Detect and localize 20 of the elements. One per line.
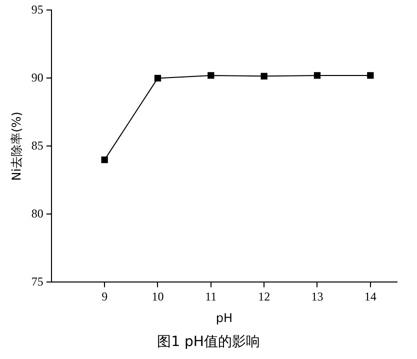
x-tick-label: 9	[102, 290, 108, 304]
x-tick-label: 11	[205, 290, 217, 304]
y-tick-label: 95	[31, 2, 44, 16]
point	[101, 156, 108, 164]
y-axis-title: Ni去除率(%)	[9, 112, 24, 181]
point	[367, 72, 374, 79]
x-tick-label: 14	[364, 290, 376, 304]
point	[208, 72, 214, 79]
caption: 图1 pH值的影响	[156, 333, 261, 351]
point	[314, 72, 321, 79]
point	[260, 72, 268, 80]
y-tick-label: 90	[31, 70, 44, 84]
x-tick-label: 12	[258, 290, 270, 304]
x-tick-label: 13	[311, 290, 324, 304]
point	[154, 74, 162, 82]
x-tick-label: 10	[152, 290, 164, 304]
y-tick-label: 80	[31, 206, 44, 220]
y-tick-label: 85	[31, 138, 44, 152]
y-tick-label: 75	[31, 274, 44, 288]
x-axis-title: pH	[216, 310, 233, 325]
